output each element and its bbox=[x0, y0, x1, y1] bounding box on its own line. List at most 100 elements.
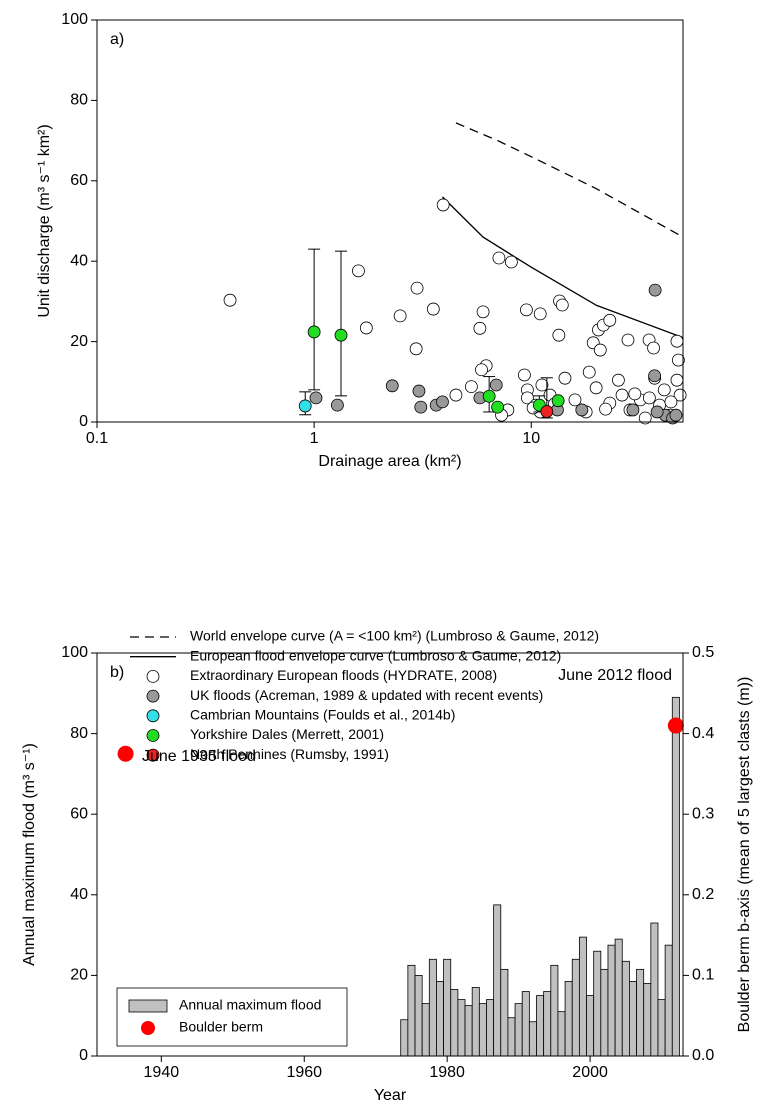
bar bbox=[664, 944, 673, 1057]
data-point bbox=[489, 378, 503, 392]
data-point bbox=[436, 395, 449, 409]
data-point bbox=[670, 373, 684, 387]
bar bbox=[614, 938, 623, 1057]
bar bbox=[564, 981, 573, 1057]
data-point bbox=[334, 328, 348, 342]
bar bbox=[543, 991, 552, 1057]
envelope-line bbox=[441, 196, 684, 339]
bar bbox=[600, 968, 609, 1057]
data-point bbox=[482, 389, 496, 403]
data-point bbox=[589, 381, 603, 395]
data-point bbox=[449, 388, 463, 402]
legend-swatch bbox=[146, 729, 160, 742]
data-point bbox=[575, 403, 589, 417]
legend-swatch bbox=[146, 709, 160, 723]
x-axis-title: Year bbox=[374, 1087, 407, 1104]
y-tick-label: 0 bbox=[79, 413, 88, 430]
y-tick-label: 20 bbox=[70, 333, 88, 350]
bar bbox=[578, 936, 587, 1057]
data-point bbox=[568, 393, 582, 407]
data-point bbox=[412, 384, 426, 398]
data-point bbox=[414, 400, 428, 414]
data-point bbox=[650, 405, 664, 419]
legend-swatch bbox=[146, 748, 160, 762]
legend-label: Cambrian Mountains (Foulds et al., 2014b… bbox=[190, 707, 455, 723]
legend-swatch bbox=[146, 689, 160, 703]
x-tick-label: 1940 bbox=[144, 1064, 180, 1081]
data-point bbox=[117, 745, 134, 762]
bar bbox=[629, 981, 637, 1057]
bar bbox=[450, 989, 459, 1057]
data-point bbox=[615, 388, 629, 402]
data-point bbox=[393, 309, 407, 323]
legend-label: Extraordinary European floods (HYDRATE, … bbox=[190, 667, 497, 683]
legend-label: UK floods (Acreman, 1989 & updated with … bbox=[190, 687, 543, 703]
legend-box bbox=[116, 987, 348, 1047]
panel-label: a) bbox=[110, 31, 124, 48]
bar bbox=[514, 1003, 523, 1057]
data-point bbox=[593, 343, 607, 357]
data-point bbox=[626, 403, 640, 417]
data-point bbox=[540, 405, 554, 418]
data-point bbox=[558, 371, 572, 385]
data-point bbox=[638, 411, 652, 425]
bar bbox=[500, 968, 509, 1057]
y-axis-title: Unit discharge (m³ s⁻¹ km²) bbox=[36, 124, 53, 317]
legend-label: World envelope curve (A = <100 km²) (Lum… bbox=[190, 628, 599, 644]
y-tick-label: 0 bbox=[79, 1047, 88, 1064]
data-point bbox=[520, 303, 533, 317]
data-point bbox=[669, 408, 683, 422]
legend-swatch bbox=[128, 999, 168, 1013]
data-point bbox=[551, 394, 565, 408]
data-point bbox=[664, 395, 678, 409]
legend-label: European flood envelope curve (Lumbroso … bbox=[190, 647, 561, 663]
x-tick-label: 10 bbox=[522, 430, 540, 447]
data-point bbox=[476, 305, 490, 319]
data-point bbox=[628, 387, 642, 401]
bar bbox=[436, 981, 444, 1057]
data-point bbox=[517, 368, 531, 382]
bar bbox=[528, 1021, 537, 1057]
envelope-line bbox=[455, 122, 684, 238]
y-tick-label: 60 bbox=[70, 172, 88, 189]
bar bbox=[557, 1011, 566, 1057]
data-point bbox=[330, 398, 344, 412]
y-tick-label: 40 bbox=[70, 886, 88, 903]
y2-tick-label: 0.3 bbox=[692, 805, 714, 822]
data-point bbox=[582, 365, 596, 379]
x-tick-label: 1960 bbox=[286, 1064, 322, 1081]
data-point bbox=[552, 328, 566, 342]
x-tick-label: 0.1 bbox=[86, 430, 108, 447]
bar bbox=[457, 999, 466, 1057]
data-point bbox=[667, 717, 684, 734]
bar bbox=[407, 964, 416, 1057]
bar bbox=[464, 1005, 473, 1057]
legend-swatch bbox=[141, 1021, 155, 1035]
bar bbox=[671, 696, 680, 1057]
data-point bbox=[611, 373, 625, 387]
data-point bbox=[599, 402, 612, 416]
bar bbox=[593, 950, 602, 1057]
y-tick-label: 80 bbox=[70, 725, 88, 742]
bar bbox=[486, 999, 495, 1057]
legend-label: Boulder berm bbox=[179, 1019, 263, 1035]
bar bbox=[414, 975, 423, 1057]
data-point bbox=[409, 342, 423, 356]
legend-label: North Pennines (Rumsby, 1991) bbox=[190, 746, 389, 762]
y-tick-label: 60 bbox=[70, 805, 88, 822]
legend-label: Annual maximum flood bbox=[179, 997, 321, 1013]
x-tick-label: 2000 bbox=[572, 1064, 608, 1081]
y2-tick-label: 0.5 bbox=[692, 644, 714, 661]
bar bbox=[650, 922, 659, 1057]
y-tick-label: 20 bbox=[70, 967, 88, 984]
data-point bbox=[223, 293, 237, 307]
y-tick-label: 40 bbox=[70, 252, 88, 269]
annotation: June 2012 flood bbox=[558, 667, 672, 684]
data-point bbox=[520, 391, 534, 405]
bar bbox=[421, 1003, 430, 1057]
y2-tick-label: 0.0 bbox=[692, 1047, 714, 1064]
data-point bbox=[642, 391, 656, 405]
data-point bbox=[535, 378, 549, 392]
